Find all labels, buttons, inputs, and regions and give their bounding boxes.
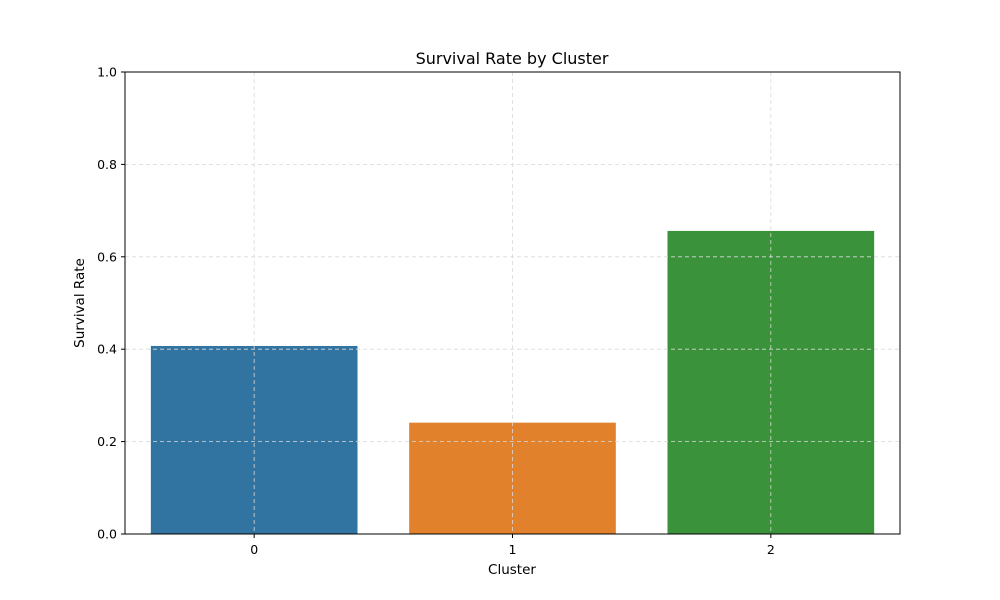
chart-title: Survival Rate by Cluster <box>416 49 609 68</box>
x-axis-ticks: 0 1 2 <box>250 534 775 557</box>
y-tick-label: 0.8 <box>97 157 117 172</box>
x-tick-label: 2 <box>767 542 775 557</box>
y-tick-label: 0.0 <box>97 527 117 542</box>
y-axis-ticks: 0.0 0.2 0.4 0.6 0.8 1.0 <box>97 65 125 542</box>
y-tick-label: 1.0 <box>97 65 117 80</box>
x-tick-label: 1 <box>509 542 517 557</box>
y-tick-label: 0.2 <box>97 434 117 449</box>
y-axis-label: Survival Rate <box>72 258 88 348</box>
y-tick-label: 0.6 <box>97 249 117 264</box>
y-tick-label: 0.4 <box>97 342 117 357</box>
x-axis-label: Cluster <box>488 562 536 578</box>
x-tick-label: 0 <box>250 542 258 557</box>
